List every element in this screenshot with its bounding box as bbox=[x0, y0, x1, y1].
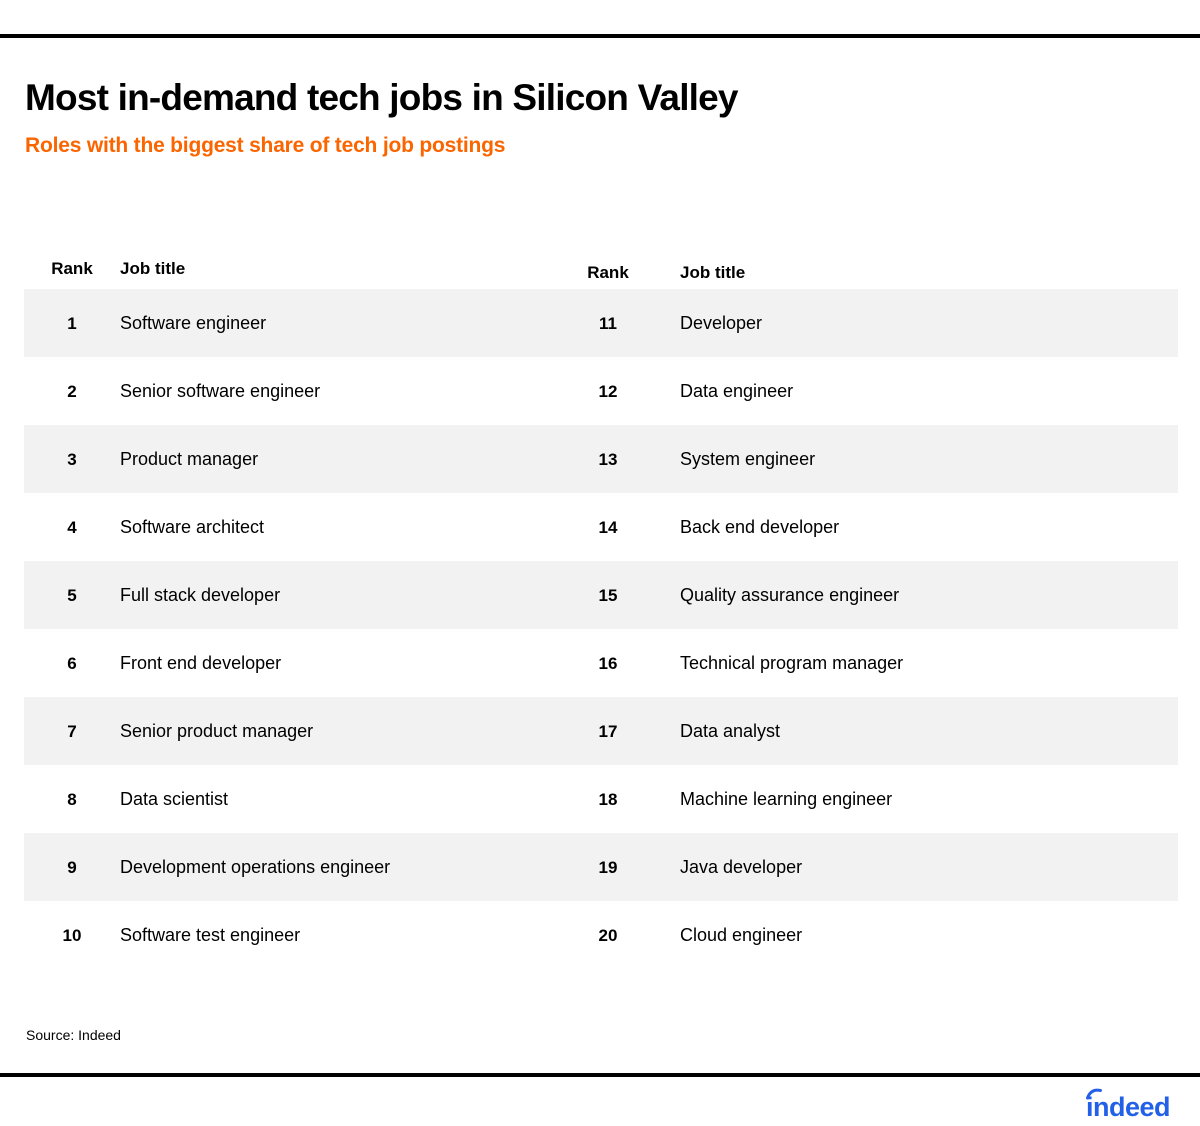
job-title-cell-right: Back end developer bbox=[680, 517, 840, 537]
left-rank-header: Rank bbox=[51, 258, 93, 278]
top-rule bbox=[0, 34, 1200, 38]
job-title-cell-left: Product manager bbox=[120, 449, 259, 469]
left-job-title-header: Job title bbox=[120, 258, 186, 278]
table-row: 7 Senior product manager 17 Data analyst bbox=[24, 697, 1178, 765]
table-row: 1 Software engineer 11 Developer bbox=[24, 289, 1178, 357]
rank-cell-right: 12 bbox=[598, 381, 618, 401]
job-title-cell-left: Senior product manager bbox=[120, 721, 314, 741]
table-row: 9 Development operations engineer 19 Jav… bbox=[24, 833, 1178, 901]
page-title: Most in-demand tech jobs in Silicon Vall… bbox=[25, 77, 739, 118]
table-row: 2 Senior software engineer 12 Data engin… bbox=[24, 357, 1178, 425]
table-row: 10 Software test engineer 20 Cloud engin… bbox=[24, 901, 1178, 969]
source-note: Source: Indeed bbox=[26, 1027, 121, 1043]
rank-cell-right: 15 bbox=[598, 585, 618, 605]
table-header-row: Rank Job title Rank Job title bbox=[24, 247, 1178, 289]
rank-cell-left: 6 bbox=[67, 653, 77, 673]
rankings-table: Rank Job title Rank Job title 1 Software… bbox=[24, 247, 1178, 969]
job-title-cell-right: System engineer bbox=[680, 449, 816, 469]
indeed-logo: indeed bbox=[1086, 1087, 1180, 1122]
table-row: 3 Product manager 13 System engineer bbox=[24, 425, 1178, 493]
job-title-cell-right: Data analyst bbox=[680, 721, 781, 741]
indeed-logo-text: indeed bbox=[1086, 1092, 1170, 1121]
job-title-cell-left: Software engineer bbox=[120, 313, 267, 333]
indeed-logo-swoosh-icon bbox=[1086, 1088, 1102, 1100]
rank-cell-left: 10 bbox=[62, 925, 82, 945]
job-title-cell-right: Java developer bbox=[680, 857, 803, 877]
job-title-cell-right: Technical program manager bbox=[680, 653, 904, 673]
rank-cell-left: 7 bbox=[67, 721, 77, 741]
rank-cell-right: 19 bbox=[598, 857, 618, 877]
job-title-cell-left: Full stack developer bbox=[120, 585, 281, 605]
rank-cell-left: 5 bbox=[67, 585, 77, 605]
job-title-cell-left: Software architect bbox=[120, 517, 265, 537]
job-title-cell-right: Data engineer bbox=[680, 381, 794, 401]
rank-cell-left: 4 bbox=[67, 517, 77, 537]
rank-cell-left: 1 bbox=[67, 313, 77, 333]
rank-cell-right: 16 bbox=[598, 653, 618, 673]
page-subtitle: Roles with the biggest share of tech job… bbox=[25, 134, 506, 157]
job-title-cell-left: Development operations engineer bbox=[120, 857, 391, 877]
table-row: 8 Data scientist 18 Machine learning eng… bbox=[24, 765, 1178, 833]
right-rank-header: Rank bbox=[587, 262, 629, 282]
rank-cell-left: 2 bbox=[67, 381, 77, 401]
rank-cell-right: 17 bbox=[598, 721, 618, 741]
rank-cell-right: 20 bbox=[598, 925, 618, 945]
rank-cell-left: 9 bbox=[67, 857, 77, 877]
table-row: 6 Front end developer 16 Technical progr… bbox=[24, 629, 1178, 697]
right-job-title-header: Job title bbox=[680, 262, 746, 282]
rank-cell-right: 14 bbox=[598, 517, 618, 537]
table-row: 5 Full stack developer 15 Quality assura… bbox=[24, 561, 1178, 629]
job-title-cell-right: Developer bbox=[680, 313, 763, 333]
rank-cell-left: 3 bbox=[67, 449, 77, 469]
table-row: 4 Software architect 14 Back end develop… bbox=[24, 493, 1178, 561]
rank-cell-right: 13 bbox=[598, 449, 618, 469]
indeed-logo-graphic: indeed bbox=[1086, 1088, 1171, 1122]
job-title-cell-right: Cloud engineer bbox=[680, 925, 803, 945]
job-title-cell-left: Software test engineer bbox=[120, 925, 301, 945]
job-title-cell-left: Senior software engineer bbox=[120, 381, 321, 401]
table-body: 1 Software engineer 11 Developer 2 Senio… bbox=[24, 289, 1178, 969]
job-title-cell-right: Quality assurance engineer bbox=[680, 585, 900, 605]
job-title-cell-right: Machine learning engineer bbox=[680, 789, 893, 809]
bottom-rule bbox=[0, 1073, 1200, 1077]
job-title-cell-left: Front end developer bbox=[120, 653, 282, 673]
rank-cell-right: 11 bbox=[599, 313, 617, 333]
rank-cell-right: 18 bbox=[598, 789, 618, 809]
job-title-cell-left: Data scientist bbox=[120, 789, 229, 809]
rank-cell-left: 8 bbox=[67, 789, 77, 809]
